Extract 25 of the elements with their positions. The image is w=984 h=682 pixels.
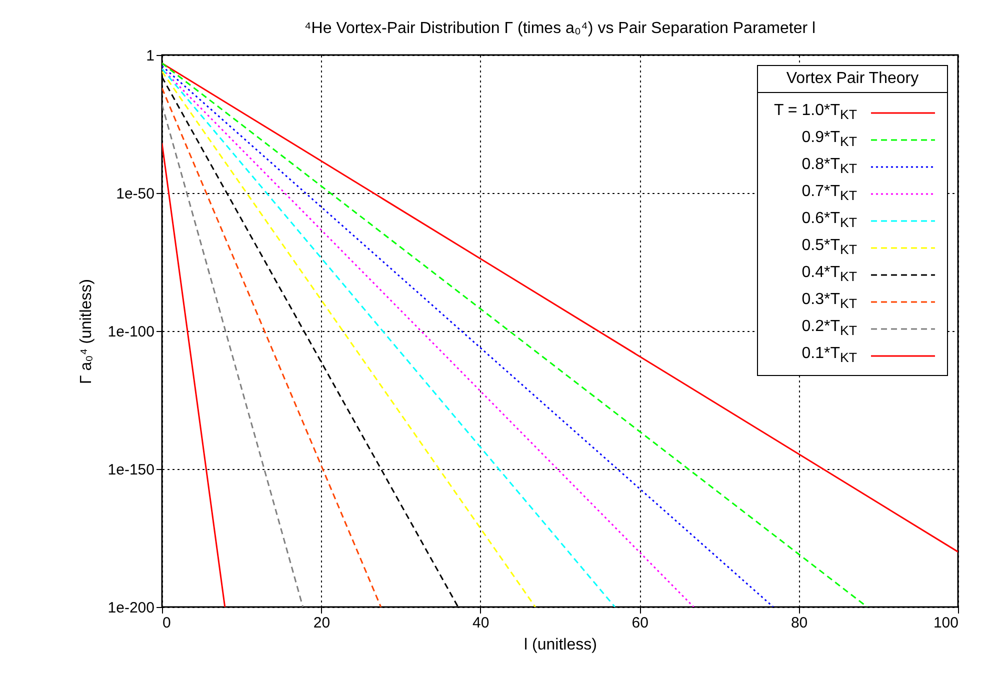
x-tick-label: 0 [162, 614, 171, 632]
legend-label: 0.4*T$_{KT}$ [802, 264, 857, 285]
legend-title: Vortex Pair Theory [758, 66, 947, 93]
y-tick-label: 1 [146, 48, 154, 64]
legend-label: 0.1*T$_{KT}$ [802, 345, 857, 366]
legend-label: 0.2*T$_{KT}$ [802, 318, 857, 339]
y-tick-label: 1e-150 [108, 462, 154, 478]
y-tick-label: 1e-50 [116, 186, 154, 202]
legend-label: 0.8*T$_{KT}$ [802, 156, 857, 177]
y-axis-title: Γ a₀⁴ (unitless) [78, 278, 95, 384]
x-tick-label: 20 [313, 614, 330, 632]
x-tick-label: 80 [790, 614, 808, 632]
legend-label: 0.3*T$_{KT}$ [802, 291, 857, 312]
y-tick-label: 1e-100 [108, 324, 154, 340]
legend-label: 0.5*T$_{KT}$ [802, 237, 857, 258]
x-tick-label: 100 [933, 614, 958, 632]
legend-label: T = 1.0*T$_{KT}$ [774, 102, 857, 123]
legend-label: 0.9*T$_{KT}$ [802, 129, 857, 150]
x-tick-label: 40 [472, 614, 490, 632]
legend-label: 0.6*T$_{KT}$ [802, 210, 857, 231]
chart-title: ⁴He Vortex-Pair Distribution Γ (times a₀⁴) vs Pair Separation Parameter l [304, 20, 816, 37]
x-tick-label: 60 [632, 614, 648, 632]
y-tick-label: 1e-200 [108, 600, 154, 616]
x-axis-title: l (unitless) [524, 636, 597, 654]
legend-label: 0.7*T$_{KT}$ [802, 183, 857, 204]
